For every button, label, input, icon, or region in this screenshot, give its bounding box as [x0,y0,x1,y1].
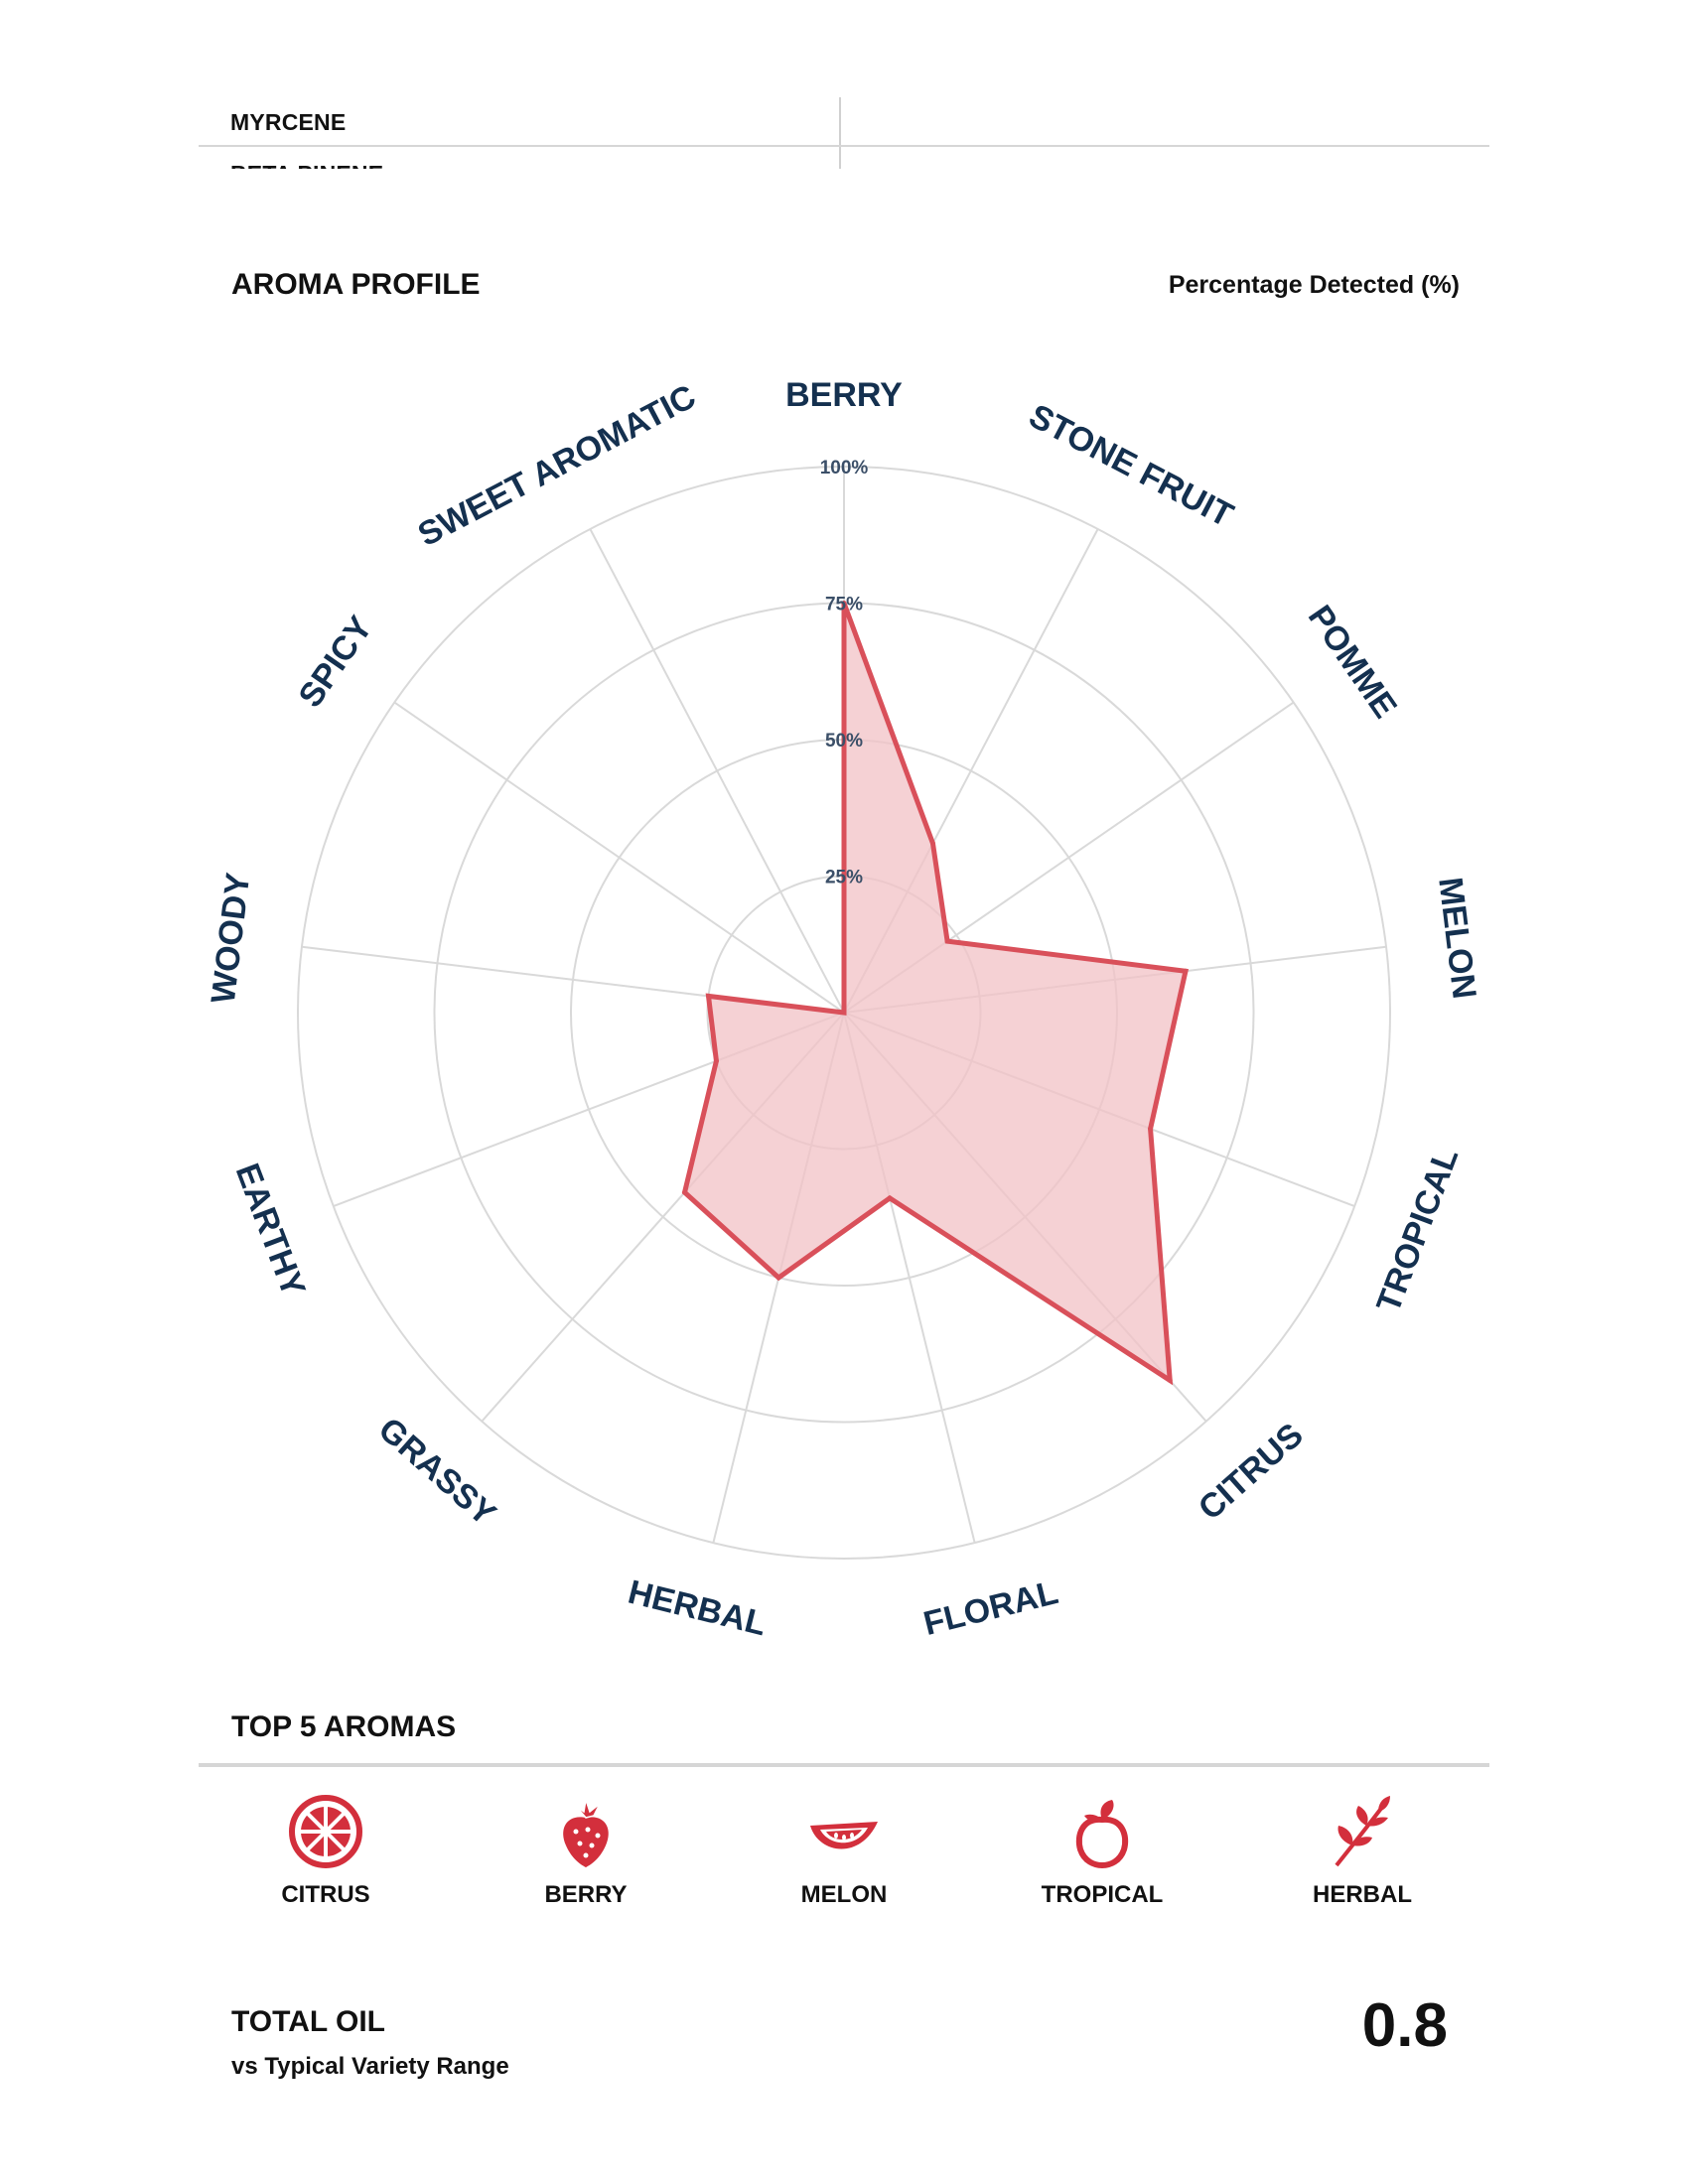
melon-slice-icon [810,1822,878,1849]
radar-point-floral [887,1195,893,1201]
radar-tick-label: 50% [825,731,863,751]
top5-item-tropical: TROPICAL [993,1792,1211,1909]
radar-point-melon [1183,968,1189,974]
radar-axis-label-grassy: GRASSY [371,1411,503,1534]
aroma-radar-chart: 25% 50% 75% 100% BERRY STONE FRUIT POMME MELON T… [0,357,1688,1668]
radar-point-grassy [682,1189,688,1195]
total-oil-title: TOTAL OIL [231,2005,385,2038]
radar-svg: 25% 50% 75% 100% BERRY STONE FRUIT POMME MELON T… [205,376,1483,1644]
radar-point-herbal [775,1275,781,1281]
aroma-profile-title: AROMA PROFILE [231,268,481,301]
radar-spoke [589,528,845,1014]
radar-axis-label-stone-fruit: STONE FRUIT [1023,397,1239,535]
top5-label: CITRUS [281,1881,370,1908]
top5-label: TROPICAL [1041,1881,1164,1908]
top5-label: BERRY [544,1881,628,1908]
radar-axis-label-tropical: TROPICAL [1369,1143,1466,1317]
table-column-divider [839,97,841,169]
radar-series-area [681,602,1190,1386]
herb-leaves-icon [1335,1796,1390,1867]
percentage-detected-label: Percentage Detected (%) [1168,271,1460,299]
radar-point-tropical [1148,1126,1154,1132]
radar-axis-label-spicy: SPICY [291,610,379,715]
radar-point-pomme [944,938,950,944]
radar-point-sweet-aromatic [841,1010,847,1016]
radar-point-earthy [713,1058,719,1064]
radar-point-citrus [1167,1378,1173,1384]
total-oil-subtitle: vs Typical Variety Range [231,2053,509,2080]
radar-axis-label-woody: WOODY [205,871,258,1006]
terpene-row-label: BETA PINENE [230,161,383,169]
strawberry-icon [563,1799,609,1867]
radar-axis-label-melon: MELON [1431,876,1483,1001]
top5-item-herbal: HERBAL [1253,1792,1472,1909]
top5-aromas-title: TOP 5 AROMAS [231,1710,457,1743]
table-row-divider [199,145,1489,147]
radar-axis-label-herbal: HERBAL [625,1573,771,1644]
radar-axis-label-pomme: POMME [1301,599,1404,725]
radar-tick-label: 75% [825,595,863,615]
radar-axis-label-sweet-aromatic: SWEET AROMATIC [412,377,702,554]
top5-item-melon: MELON [735,1792,953,1909]
top5-item-berry: BERRY [477,1792,695,1909]
radar-axis-label-earthy: EARTHY [228,1159,313,1301]
radar-point-stone-fruit [929,841,935,847]
radar-tick-label: 25% [825,868,863,888]
total-oil-value: 0.8 [1361,1991,1448,2060]
radar-tick-label: 100% [820,458,869,478]
top5-item-citrus: CITRUS [216,1792,435,1909]
radar-axis-label-citrus: CITRUS [1192,1416,1311,1527]
tropical-fruit-icon [1075,1800,1129,1869]
terpene-row-label: MYRCENE [230,109,347,135]
radar-axis-label-berry: BERRY [785,376,903,414]
citrus-slice-icon [289,1795,362,1868]
top5-label: HERBAL [1313,1881,1412,1908]
top5-divider [199,1763,1489,1767]
radar-axis-label-floral: FLORAL [919,1573,1061,1643]
radar-point-woody [706,993,712,999]
radar-spoke [393,701,845,1014]
top5-label: MELON [800,1881,888,1908]
radar-point-berry [841,601,847,606]
terpene-table: MYRCENE BETA PINENE [199,97,1489,169]
